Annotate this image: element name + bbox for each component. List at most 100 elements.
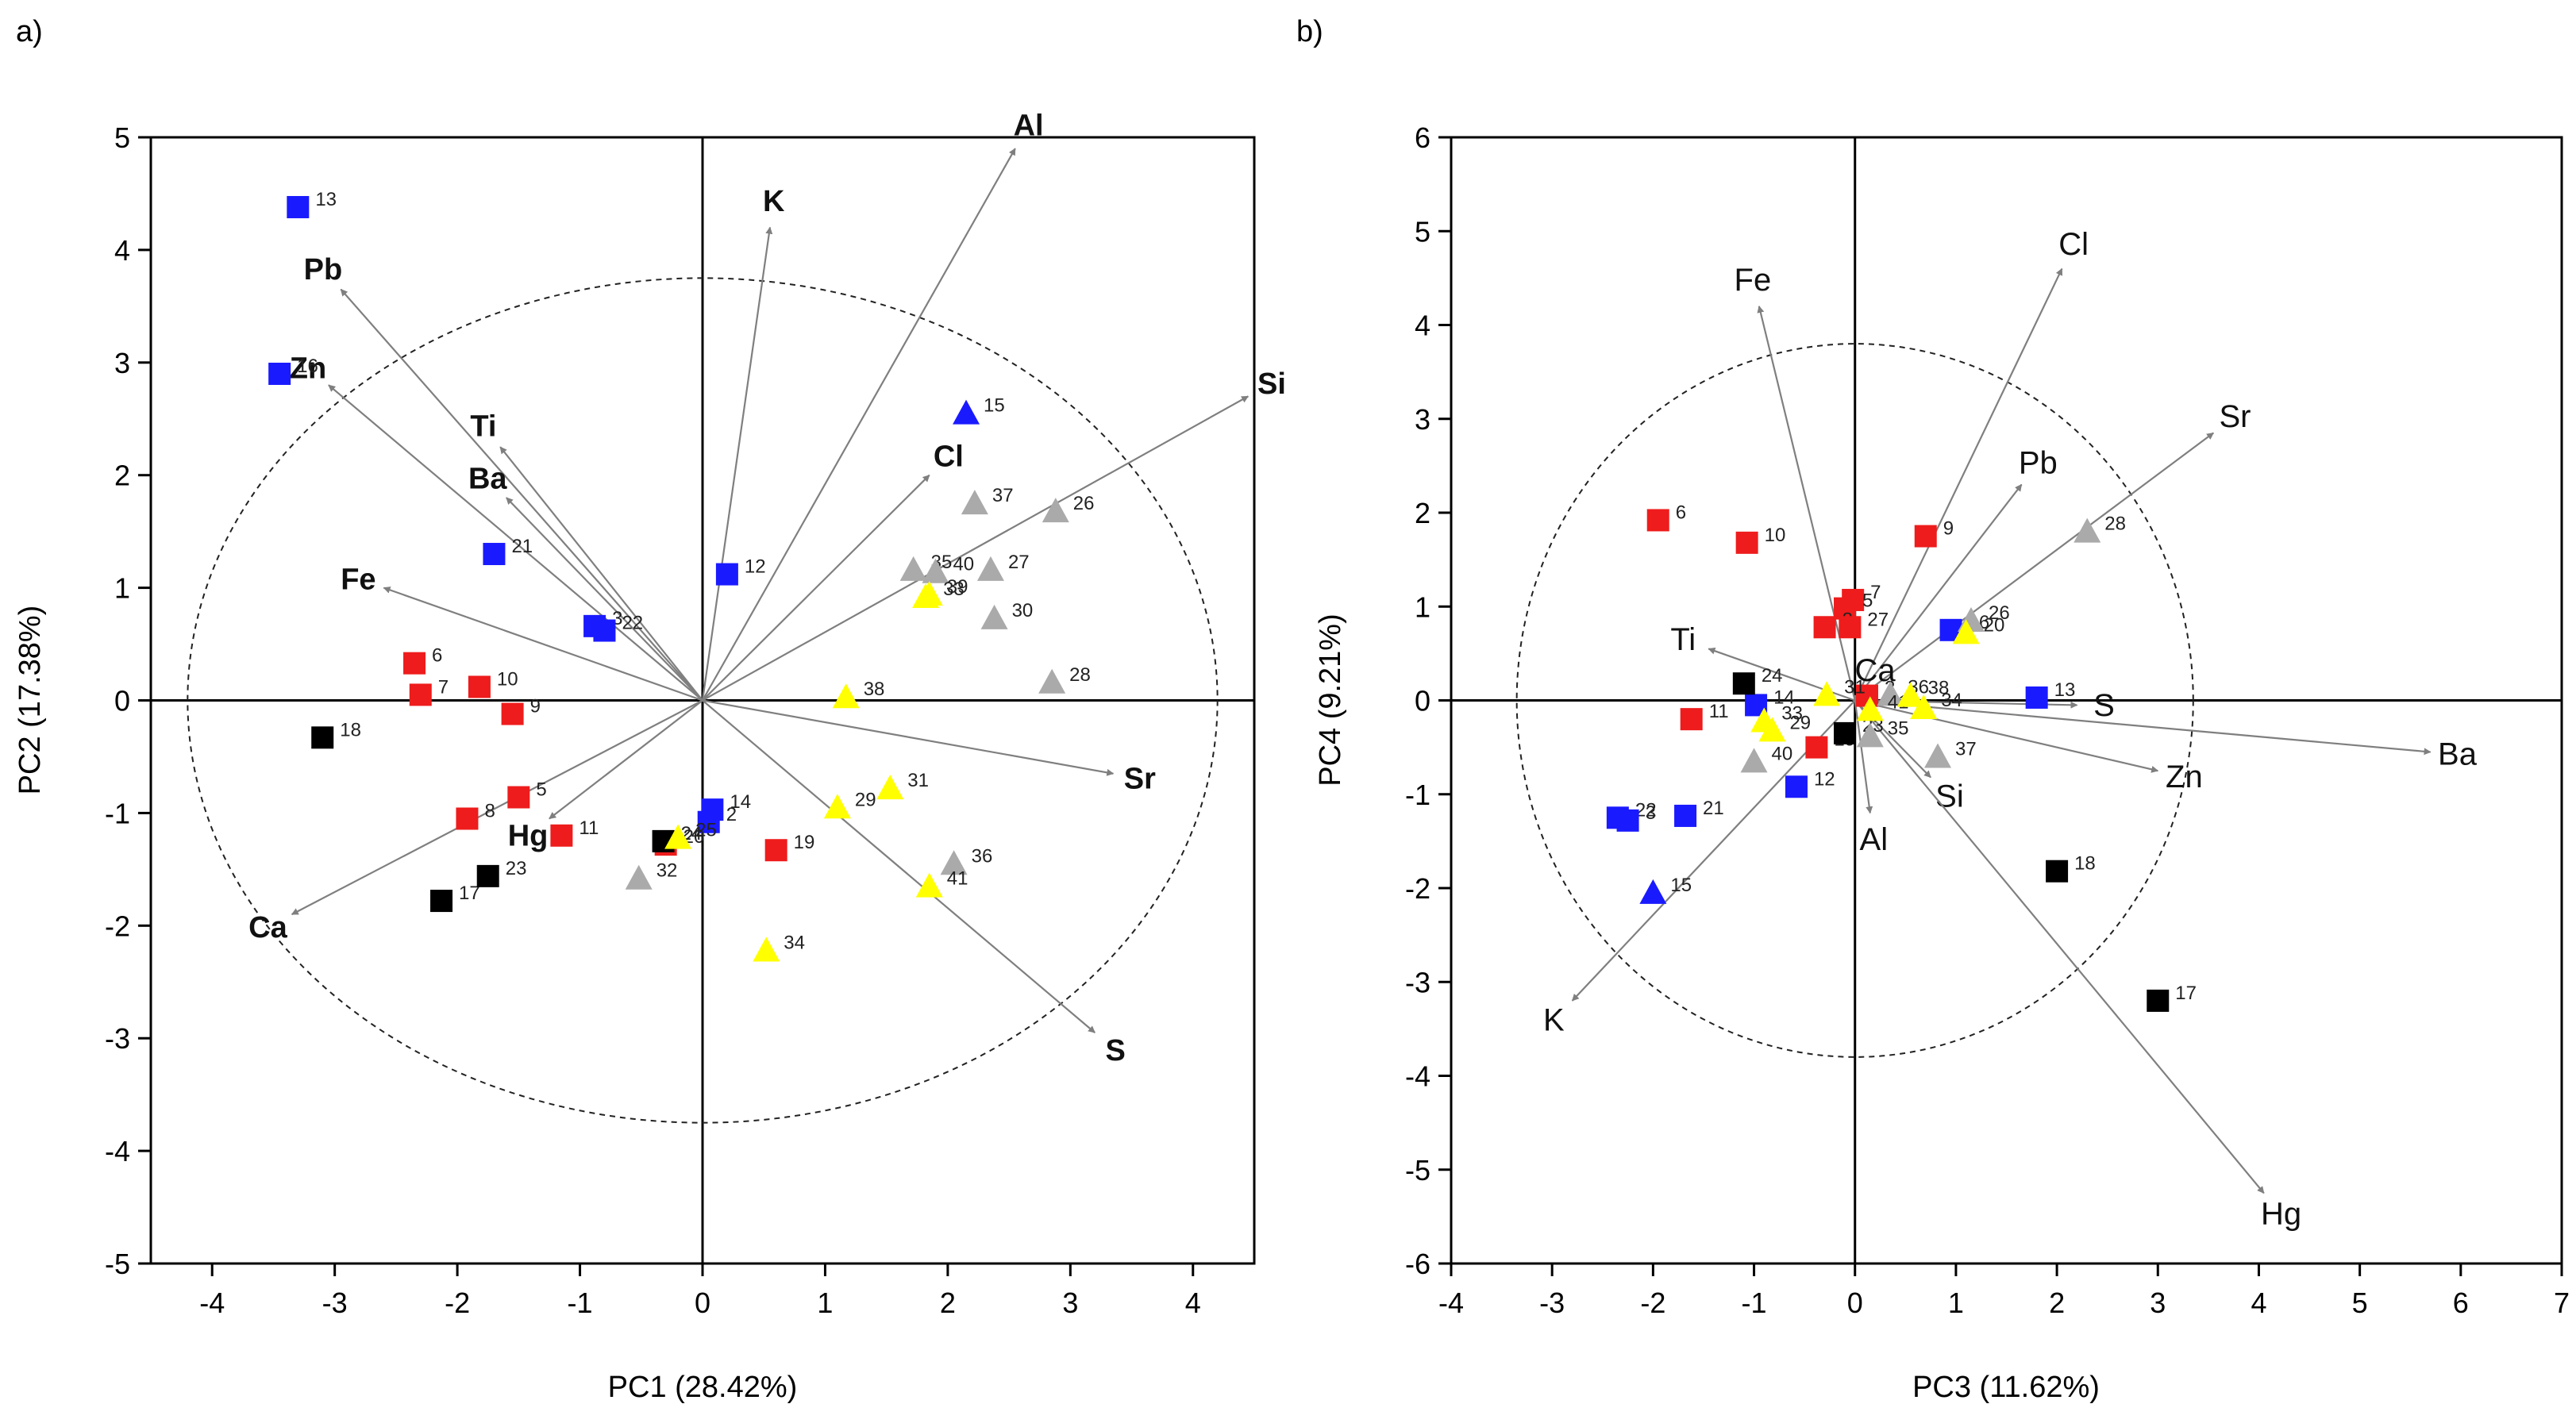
data-point-label: 39	[947, 576, 968, 598]
data-point-triangle	[1758, 717, 1786, 742]
x-tick-label: 0	[695, 1287, 710, 1319]
data-point-label: 33	[1781, 703, 1803, 725]
loading-vector-pb	[1854, 483, 2023, 702]
data-point-square	[593, 619, 616, 642]
data-point-label: 35	[1888, 717, 1909, 739]
data-point-label: 13	[2054, 679, 2076, 701]
data-point-square	[1732, 672, 1755, 695]
data-point-triangle	[1896, 682, 1924, 707]
x-tick-label: -3	[1539, 1287, 1565, 1319]
vector-label-al: Al	[1860, 822, 1889, 857]
data-point-square	[2046, 860, 2069, 883]
data-point-square	[311, 726, 334, 749]
loading-vector-ca	[291, 699, 703, 916]
x-tick-label: -1	[568, 1287, 593, 1319]
loading-vector-cl	[1854, 267, 2063, 701]
x-tick-label: 0	[1847, 1287, 1863, 1319]
vector-label-pb: Pb	[2019, 446, 2058, 481]
x-tick-label: -2	[1640, 1287, 1665, 1319]
y-tick-label: -2	[1405, 872, 1430, 905]
data-point-triangle	[1952, 619, 1980, 644]
loading-vector-pb	[340, 288, 703, 702]
data-point-label: 28	[2104, 513, 2126, 535]
data-point-triangle	[1813, 681, 1841, 706]
x-tick-label: -1	[1742, 1287, 1767, 1319]
y-tick-label: -3	[1405, 966, 1430, 998]
data-point-square	[715, 563, 738, 586]
data-point-square	[501, 702, 524, 725]
vector-label-fe: Fe	[341, 563, 375, 596]
y-tick-label: 3	[1415, 403, 1430, 436]
vector-label-ti: Ti	[470, 410, 496, 444]
data-point-square	[1914, 525, 1937, 548]
data-point-label: 38	[1928, 678, 1950, 699]
x-tick-label: 5	[2352, 1287, 2368, 1319]
data-point-label: 18	[2074, 853, 2096, 875]
x-tick-label: 4	[1185, 1287, 1201, 1319]
data-point-square	[456, 807, 479, 830]
data-point-square	[1674, 804, 1697, 827]
loading-vector-ba	[1854, 699, 2432, 756]
data-point-label: 37	[1955, 738, 1977, 760]
correlation-circle	[187, 277, 1219, 1124]
y-tick-label: -5	[1405, 1154, 1430, 1187]
data-point-label: 30	[1012, 600, 1034, 621]
data-point-label: 31	[907, 770, 929, 791]
y-tick-label: -4	[105, 1135, 130, 1167]
data-point-triangle	[1910, 694, 1938, 719]
y-axis-title: PC2 (17.38%)	[13, 606, 47, 795]
vector-label-s: S	[1105, 1034, 1125, 1067]
data-point-triangle	[912, 583, 940, 608]
data-point-triangle	[823, 794, 851, 819]
data-point-triangle	[922, 558, 949, 583]
data-point-label: 17	[2175, 983, 2197, 1004]
data-point-square	[1646, 509, 1669, 532]
data-point-label: 8	[484, 800, 495, 821]
loading-vector-ba	[506, 497, 703, 702]
data-point-triangle	[976, 556, 1004, 581]
data-point-label: 10	[497, 668, 518, 690]
vector-label-zn: Zn	[290, 352, 326, 385]
x-tick-label: 1	[817, 1287, 833, 1319]
data-point-label: 26	[1989, 602, 2010, 624]
y-tick-label: 0	[114, 685, 130, 717]
x-tick-label: 7	[2554, 1287, 2570, 1319]
y-tick-label: 1	[1415, 590, 1430, 623]
data-point-label: 9	[530, 696, 541, 717]
data-point-square	[1813, 616, 1836, 639]
data-point-square	[507, 786, 530, 809]
data-point-label: 29	[855, 789, 876, 810]
y-tick-label: -5	[105, 1248, 130, 1280]
panel-label: a)	[16, 15, 43, 48]
data-point-label: 9	[1943, 518, 1954, 540]
loading-vector-al	[702, 148, 1016, 702]
data-point-label: 12	[745, 556, 766, 578]
loading-vector-sr	[702, 699, 1115, 776]
vector-label-k: K	[1543, 1003, 1565, 1038]
data-point-label: 24	[1762, 665, 1783, 687]
data-point-square	[1785, 775, 1808, 798]
data-point-label: 10	[1765, 525, 1786, 546]
data-point-square	[2025, 686, 2048, 709]
y-tick-label: 2	[114, 460, 130, 492]
data-point-label: 14	[730, 791, 751, 813]
data-point-label: 13	[315, 189, 337, 210]
data-point-triangle	[664, 824, 692, 849]
data-point-label: 34	[784, 933, 805, 954]
x-tick-label: 4	[2251, 1287, 2266, 1319]
data-point-label: 7	[438, 676, 449, 698]
vector-label-ba: Ba	[468, 463, 507, 496]
vector-label-ti: Ti	[1670, 622, 1696, 657]
loading-vector-si	[702, 395, 1249, 702]
y-tick-label: 3	[114, 347, 130, 379]
data-point-triangle	[961, 490, 988, 515]
data-point-label: 29	[1789, 712, 1811, 733]
data-point-square	[1805, 736, 1828, 759]
data-point-label: 27	[1867, 609, 1889, 630]
data-point-square	[468, 675, 491, 698]
vector-label-hg: Hg	[2261, 1196, 2301, 1231]
x-tick-label: -4	[199, 1287, 225, 1319]
loading-vector-k	[701, 226, 773, 701]
x-axis-title: PC1 (28.42%)	[608, 1371, 798, 1404]
data-point-square	[403, 652, 426, 675]
